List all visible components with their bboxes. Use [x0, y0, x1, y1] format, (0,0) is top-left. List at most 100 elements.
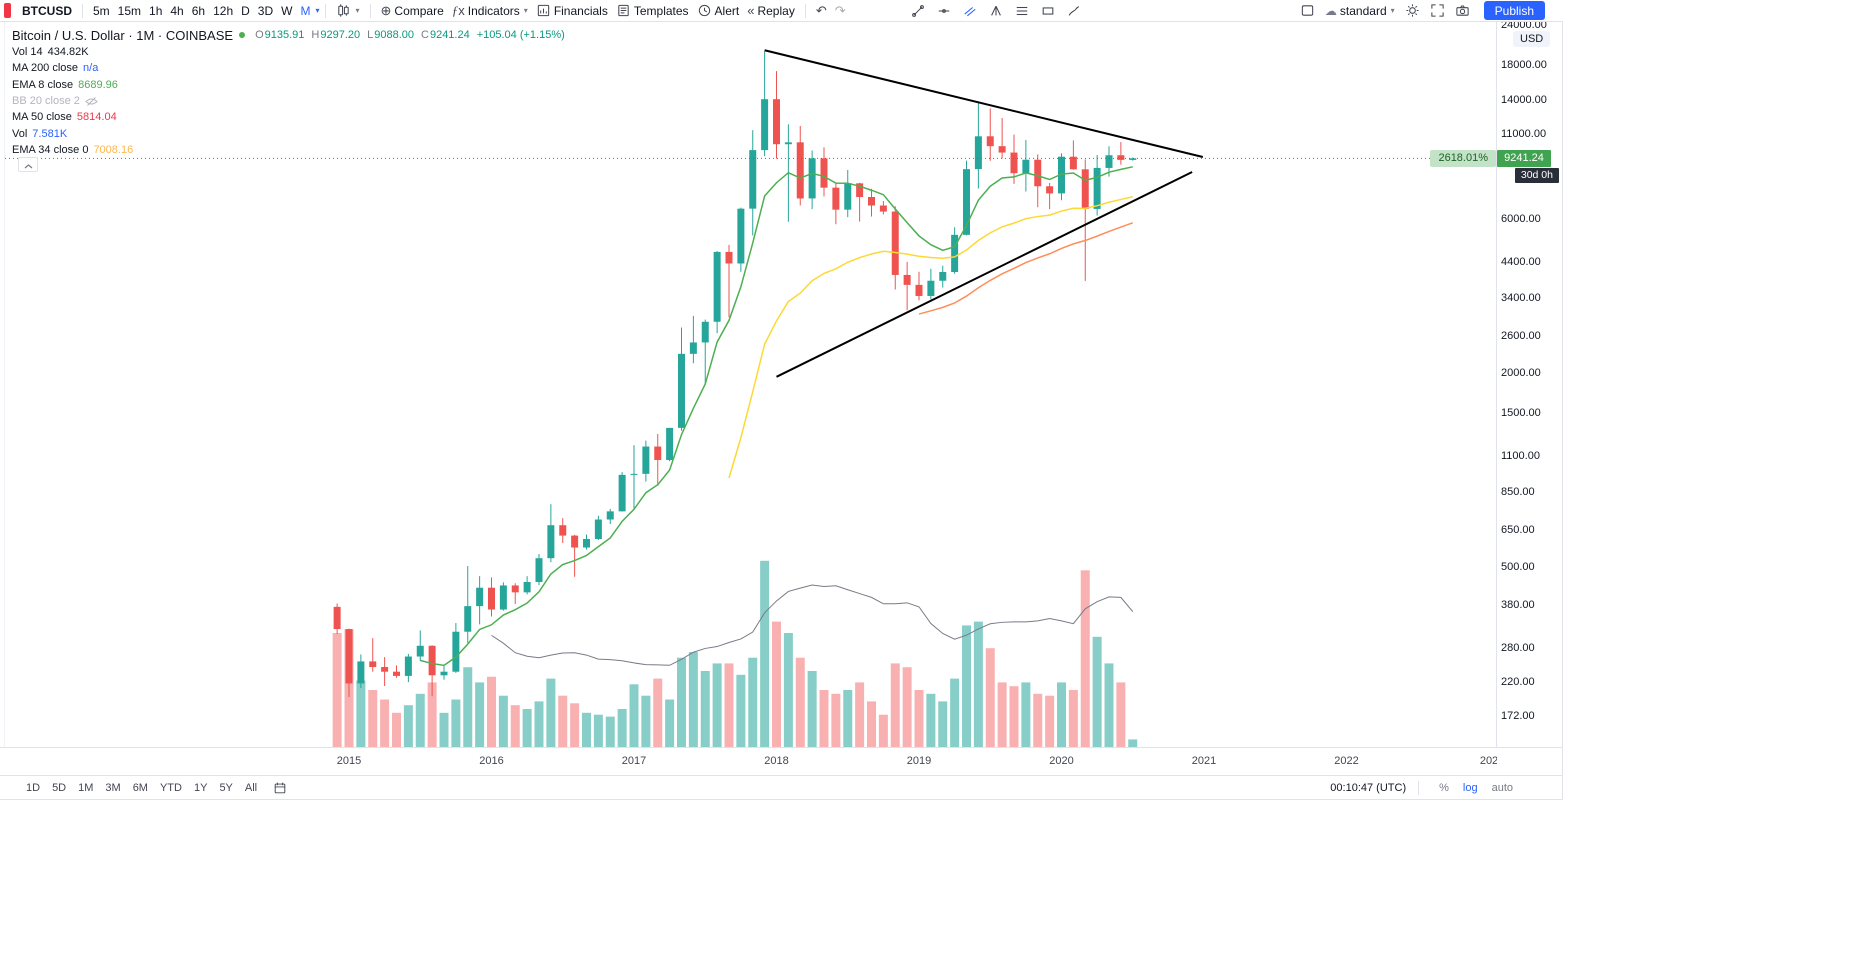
- candle[interactable]: [974, 136, 982, 170]
- indicator-row[interactable]: Vol 7.581K: [12, 125, 565, 141]
- settings-button[interactable]: [1401, 0, 1424, 21]
- range-all[interactable]: All: [244, 781, 258, 794]
- indicator-row[interactable]: EMA 34 close 0 7008.16: [12, 142, 565, 158]
- range-3m[interactable]: 3M: [105, 781, 121, 794]
- candle[interactable]: [832, 187, 840, 210]
- candle[interactable]: [1093, 167, 1101, 209]
- financials-button[interactable]: Financials: [532, 0, 612, 21]
- candle[interactable]: [1034, 159, 1042, 187]
- candle[interactable]: [701, 321, 709, 343]
- interval-4h[interactable]: 4h: [170, 3, 184, 18]
- indicator-row[interactable]: MA 200 close n/a: [12, 60, 565, 76]
- candle[interactable]: [678, 353, 685, 428]
- candle[interactable]: [963, 169, 970, 235]
- intervals-dropdown-caret[interactable]: ▾: [315, 6, 320, 15]
- brush-tool[interactable]: [1061, 0, 1087, 21]
- candle[interactable]: [452, 631, 460, 672]
- candlestick-chart[interactable]: [5, 21, 1496, 747]
- candle[interactable]: [345, 629, 353, 684]
- candle[interactable]: [1058, 156, 1065, 194]
- indicator-row[interactable]: BB 20 close 2: [12, 93, 565, 109]
- templates-button[interactable]: Templates: [612, 0, 693, 21]
- candle[interactable]: [737, 208, 745, 264]
- candle[interactable]: [773, 99, 780, 145]
- candle[interactable]: [559, 525, 567, 536]
- candle[interactable]: [951, 234, 959, 273]
- range-6m[interactable]: 6M: [132, 781, 148, 794]
- candle[interactable]: [784, 142, 792, 145]
- candle[interactable]: [404, 656, 412, 676]
- interval-D[interactable]: D: [241, 3, 250, 18]
- interval-3D[interactable]: 3D: [257, 3, 274, 18]
- chart-style-button[interactable]: ▾: [332, 0, 363, 21]
- candle[interactable]: [488, 587, 495, 610]
- alert-button[interactable]: Alert: [693, 0, 744, 21]
- candle[interactable]: [535, 558, 543, 582]
- candle[interactable]: [499, 585, 507, 610]
- candle[interactable]: [986, 136, 994, 147]
- horizontal-line-tool[interactable]: [931, 0, 957, 21]
- long-position-tool[interactable]: [1035, 0, 1061, 21]
- candle[interactable]: [796, 142, 804, 199]
- range-5d[interactable]: 5D: [52, 781, 67, 794]
- candle[interactable]: [998, 146, 1006, 153]
- publish-button[interactable]: Publish: [1483, 1, 1545, 20]
- candle[interactable]: [891, 211, 899, 275]
- pitchfork-tool[interactable]: [983, 0, 1009, 21]
- indicator-row[interactable]: Vol 14 434.82K: [12, 44, 565, 60]
- trendline[interactable]: [764, 49, 1204, 158]
- interval-1h[interactable]: 1h: [149, 3, 163, 18]
- candle[interactable]: [868, 196, 875, 206]
- toggle-auto[interactable]: auto: [1491, 781, 1513, 794]
- candle[interactable]: [856, 183, 864, 197]
- legend-collapse-button[interactable]: [18, 157, 38, 172]
- candle[interactable]: [927, 280, 935, 296]
- time-axis[interactable]: 2015 2016 2017 2018 2019 2020 2021 2022 202: [0, 747, 1563, 775]
- interval-12h[interactable]: 12h: [213, 3, 234, 18]
- interval-15m[interactable]: 15m: [117, 3, 142, 18]
- interval-6h[interactable]: 6h: [191, 3, 206, 18]
- parallel-channel-tool[interactable]: [957, 0, 983, 21]
- candle[interactable]: [594, 519, 602, 540]
- clock[interactable]: 00:10:47 (UTC): [1330, 781, 1407, 794]
- trendline[interactable]: [776, 171, 1193, 378]
- toggle-log[interactable]: log: [1462, 781, 1478, 794]
- candle[interactable]: [357, 661, 365, 684]
- range-1y[interactable]: 1Y: [193, 781, 208, 794]
- symbol-button[interactable]: BTCUSD: [18, 0, 76, 21]
- candle[interactable]: [381, 667, 389, 672]
- candle[interactable]: [844, 183, 852, 210]
- symbol-title[interactable]: Bitcoin / U.S. Dollar · 1M · COINBASE: [12, 27, 234, 43]
- candle[interactable]: [1105, 155, 1113, 168]
- candle[interactable]: [1117, 155, 1125, 160]
- candle[interactable]: [428, 645, 436, 676]
- candle[interactable]: [666, 427, 674, 460]
- price-axis[interactable]: USD 9241.24 30d 0h 24000.00 18000.00 14000…: [1497, 21, 1563, 775]
- candle[interactable]: [761, 99, 769, 151]
- candle[interactable]: [1129, 158, 1137, 160]
- app-logo[interactable]: [4, 3, 11, 18]
- range-ytd[interactable]: YTD: [159, 781, 182, 794]
- indicators-button[interactable]: ƒx Indicators ▾: [448, 0, 532, 21]
- interval-M[interactable]: M: [300, 3, 311, 18]
- candle[interactable]: [333, 606, 341, 630]
- candle[interactable]: [583, 539, 590, 548]
- candle[interactable]: [1010, 152, 1018, 174]
- undo-button[interactable]: ↶: [812, 0, 831, 21]
- candle[interactable]: [713, 251, 721, 322]
- candle[interactable]: [915, 284, 923, 296]
- candle[interactable]: [618, 474, 626, 512]
- candle[interactable]: [606, 511, 614, 520]
- candle[interactable]: [903, 274, 911, 285]
- candle[interactable]: [369, 661, 377, 668]
- eye-off-icon[interactable]: [85, 96, 98, 107]
- candle[interactable]: [464, 606, 472, 632]
- fullscreen-button[interactable]: [1426, 0, 1449, 21]
- indicator-row[interactable]: MA 50 close 5814.04: [12, 109, 565, 125]
- candle[interactable]: [393, 671, 400, 676]
- range-1d[interactable]: 1D: [26, 781, 41, 794]
- layout-button[interactable]: [1296, 0, 1319, 21]
- candle[interactable]: [939, 272, 947, 281]
- candle[interactable]: [1046, 186, 1054, 194]
